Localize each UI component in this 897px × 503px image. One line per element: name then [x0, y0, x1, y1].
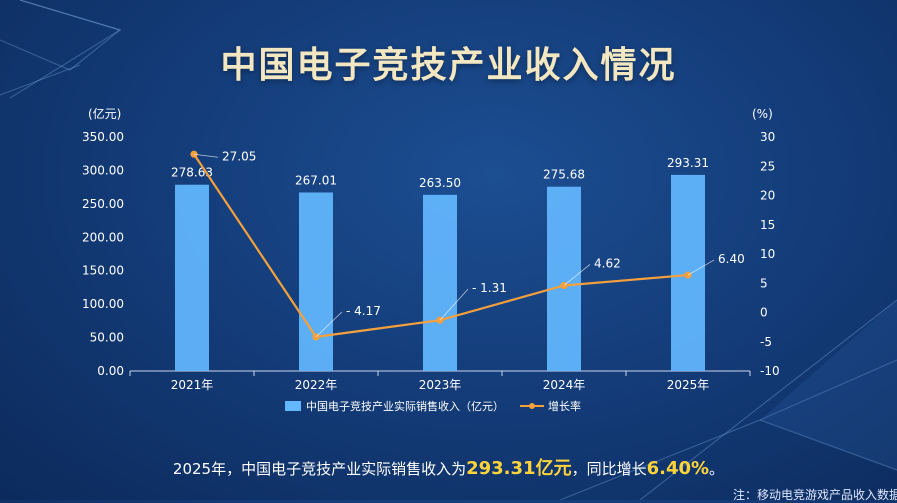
- revenue-bar: [299, 192, 333, 371]
- legend-bar-swatch: [285, 401, 301, 411]
- revenue-bar-label: 278.63: [171, 166, 213, 180]
- summary-suffix: 。: [709, 460, 725, 478]
- right-tick-label: -10: [760, 364, 780, 378]
- growth-rate-leader: [563, 264, 591, 286]
- growth-rate-label: - 1.31: [472, 281, 507, 295]
- x-tick-label: 2024年: [543, 378, 586, 392]
- growth-rate-label: 4.62: [594, 256, 621, 270]
- left-tick-label: 50.00: [90, 331, 124, 345]
- growth-rate-leader: [315, 311, 343, 338]
- footnote: 注：移动电竞游戏产品收入数据: [733, 488, 897, 502]
- summary-text: 2025年，中国电子竞技产业实际销售收入为293.31亿元，同比增长6.40%。: [0, 454, 897, 480]
- growth-rate-leader: [193, 153, 219, 158]
- right-tick-label: 30: [760, 130, 775, 144]
- left-tick-label: 200.00: [82, 230, 124, 244]
- x-tick-label: 2025年: [667, 378, 710, 392]
- revenue-bar: [175, 184, 209, 371]
- revenue-bar: [423, 194, 457, 371]
- legend-line-label: 增长率: [548, 399, 581, 413]
- chart-title: 中国电子竞技产业收入情况: [220, 45, 677, 86]
- revenue-bar: [547, 186, 581, 371]
- x-tick-label: 2022年: [295, 378, 338, 392]
- legend-line-marker: [529, 403, 535, 409]
- right-tick-label: 20: [760, 189, 775, 203]
- left-tick-label: 250.00: [82, 197, 124, 211]
- summary-prefix: 2025年，中国电子竞技产业实际销售收入为: [172, 460, 467, 478]
- legend-bar-label: 中国电子竞技产业实际销售收入（亿元）: [306, 399, 504, 413]
- revenue-bar-label: 267.01: [295, 173, 337, 187]
- growth-rate-label: 6.40: [718, 252, 745, 266]
- growth-rate-label: - 4.17: [346, 304, 381, 318]
- summary-revenue-value: 293.31亿元: [466, 458, 572, 479]
- growth-rate-leader: [687, 259, 715, 276]
- left-tick-label: 0.00: [97, 364, 124, 378]
- summary-middle: ，同比增长: [571, 460, 647, 478]
- right-axis-unit: (%): [752, 107, 773, 121]
- revenue-bar-label: 263.50: [419, 176, 461, 190]
- left-tick-label: 300.00: [82, 163, 124, 177]
- right-tick-label: -5: [760, 335, 772, 349]
- left-tick-label: 350.00: [82, 130, 124, 144]
- x-tick-label: 2023年: [419, 378, 462, 392]
- right-tick-label: 0: [760, 306, 768, 320]
- revenue-bar-label: 275.68: [543, 168, 585, 182]
- growth-rate-label: 27.05: [222, 149, 256, 163]
- left-tick-label: 150.00: [82, 264, 124, 278]
- right-tick-label: 25: [760, 159, 775, 173]
- x-tick-label: 2021年: [171, 378, 214, 392]
- right-tick-label: 15: [760, 218, 775, 232]
- left-axis-unit: (亿元): [88, 106, 121, 121]
- summary-growth-rate: 6.40%: [646, 458, 710, 479]
- right-tick-label: 10: [760, 247, 775, 261]
- revenue-bar-label: 293.31: [667, 156, 709, 170]
- right-tick-label: 5: [760, 276, 768, 290]
- left-tick-label: 100.00: [82, 297, 124, 311]
- growth-rate-leader: [439, 288, 469, 321]
